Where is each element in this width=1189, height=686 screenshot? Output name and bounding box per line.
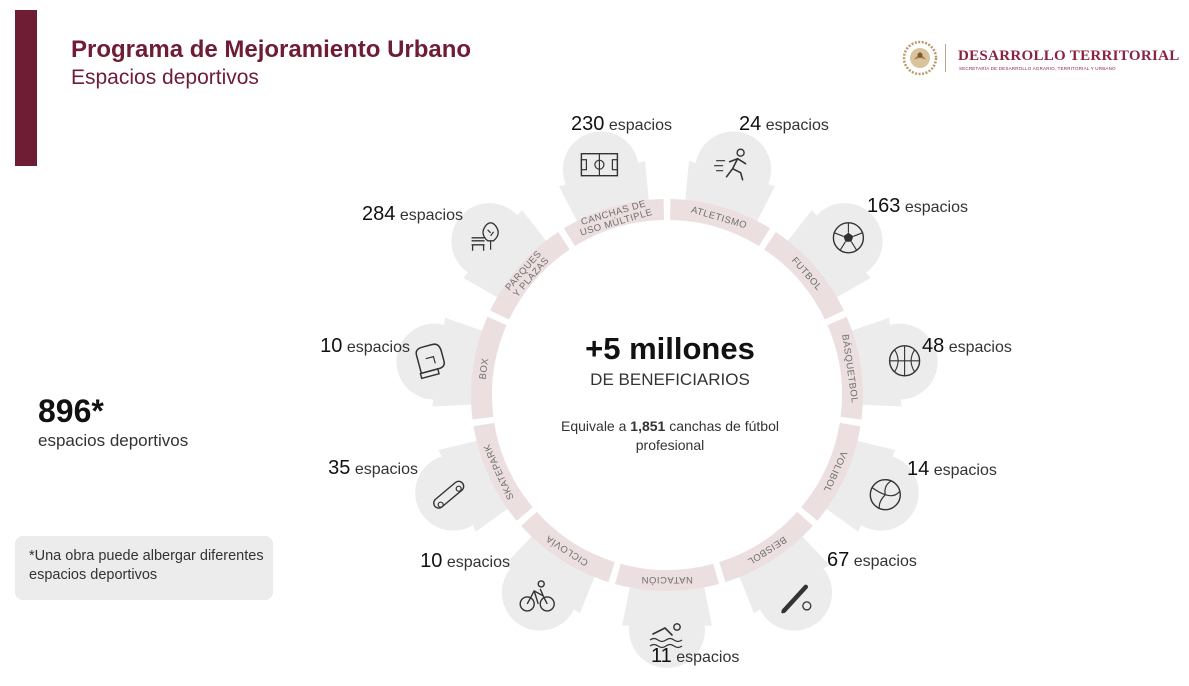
space-count-value: 35	[328, 457, 351, 479]
space-count-unit: espacios	[944, 339, 1012, 356]
ring-label: BOX	[477, 357, 491, 380]
petal-stem	[735, 528, 830, 614]
logo-title: DESARROLLO TERRITORIAL	[958, 48, 1180, 64]
equivalence-text: Equivale a 1,851 canchas de fútbol profe…	[540, 417, 800, 455]
space-count: 230 espacios	[536, 113, 672, 136]
space-count-unit: espacios	[395, 207, 463, 224]
note-text: *Una obra puede albergar diferentes espa…	[29, 548, 264, 583]
petal-layer	[396, 131, 938, 668]
accent-bar	[15, 10, 37, 166]
space-count-unit: espacios	[900, 199, 968, 216]
space-count-value: 284	[362, 203, 396, 225]
ministry-logo: DESARROLLO TERRITORIAL SECRETARÍA DE DES…	[902, 38, 1187, 78]
space-count: 11 espacios	[651, 645, 781, 668]
petal-stem	[781, 210, 871, 303]
space-count: 163 espacios	[867, 195, 1007, 218]
space-count-unit: espacios	[604, 117, 672, 134]
space-count: 48 espacios	[922, 335, 1052, 358]
beneficiaries-value: +5 millones	[585, 331, 755, 366]
swimmer-icon	[649, 623, 683, 649]
space-count-unit: espacios	[442, 554, 510, 571]
equivalence-suffix: canchas de fútbol profesional	[635, 418, 779, 453]
page-subtitle: Espacios deportivos	[71, 66, 259, 89]
space-count: 67 espacios	[827, 549, 957, 572]
ring-segment	[615, 563, 719, 591]
space-count-value: 10	[420, 550, 443, 572]
ring-segment	[490, 231, 570, 320]
ring-segment	[521, 511, 615, 583]
beneficiaries-label: DE BENEFICIARIOS	[590, 370, 750, 389]
equivalence-prefix: Equivale a	[561, 418, 631, 434]
space-count-unit: espacios	[671, 649, 740, 666]
ring-segment	[473, 422, 533, 521]
space-count-value: 48	[922, 335, 945, 357]
ring-segment	[827, 316, 863, 420]
space-count-value: 10	[320, 335, 343, 357]
runner-icon	[713, 148, 747, 181]
icon-layer	[415, 148, 921, 649]
space-count-unit: espacios	[761, 117, 829, 134]
space-count-unit: espacios	[849, 553, 917, 570]
space-count: 35 espacios	[288, 457, 418, 480]
equivalence-value: 1,851	[630, 418, 666, 434]
page-title: Programa de Mejoramiento Urbano	[71, 36, 472, 63]
total-label: espacios deportivos	[38, 431, 189, 450]
petal-stem	[504, 528, 599, 614]
space-count: 10 espacios	[380, 550, 510, 573]
space-count: 10 espacios	[280, 335, 410, 358]
petal-stem	[463, 210, 553, 303]
ring-segment	[801, 422, 861, 521]
space-count: 24 espacios	[739, 113, 869, 136]
logo-divider	[945, 44, 946, 72]
basketball-icon	[888, 345, 921, 377]
cyclist-icon	[519, 580, 555, 612]
skateboard-icon	[433, 480, 465, 509]
ring-segment	[719, 511, 813, 583]
space-count-value: 67	[827, 549, 850, 571]
space-count-value: 230	[571, 113, 605, 135]
space-count-value: 11	[651, 645, 672, 667]
national-seal-icon	[902, 40, 938, 76]
space-count-unit: espacios	[350, 461, 418, 478]
baseball-bat-icon	[781, 584, 812, 614]
space-count-unit: espacios	[929, 462, 997, 479]
ring-segment	[471, 316, 507, 420]
note-box: *Una obra puede albergar diferentes espa…	[15, 536, 273, 600]
ring-segment	[764, 231, 844, 320]
volleyball-icon	[869, 479, 901, 511]
center-disc	[492, 220, 842, 570]
soccer-ball-icon	[832, 222, 865, 254]
logo-subtitle: SECRETARÍA DE DESARROLLO AGRARIO, TERRIT…	[959, 66, 1116, 71]
ring-segment	[670, 199, 771, 247]
ring-label: NATACIÓN	[641, 574, 693, 585]
ring-segment	[563, 199, 664, 247]
space-count: 284 espacios	[300, 203, 463, 226]
space-count: 14 espacios	[907, 458, 1037, 481]
soccer-field-icon	[580, 152, 619, 177]
boxing-glove-icon	[415, 343, 445, 380]
park-bench-icon	[471, 222, 499, 251]
space-count-value: 14	[907, 458, 930, 480]
space-count-unit: espacios	[342, 339, 410, 356]
space-count-value: 163	[867, 195, 901, 217]
total-value: 896*	[38, 393, 104, 429]
space-count-value: 24	[739, 113, 762, 135]
